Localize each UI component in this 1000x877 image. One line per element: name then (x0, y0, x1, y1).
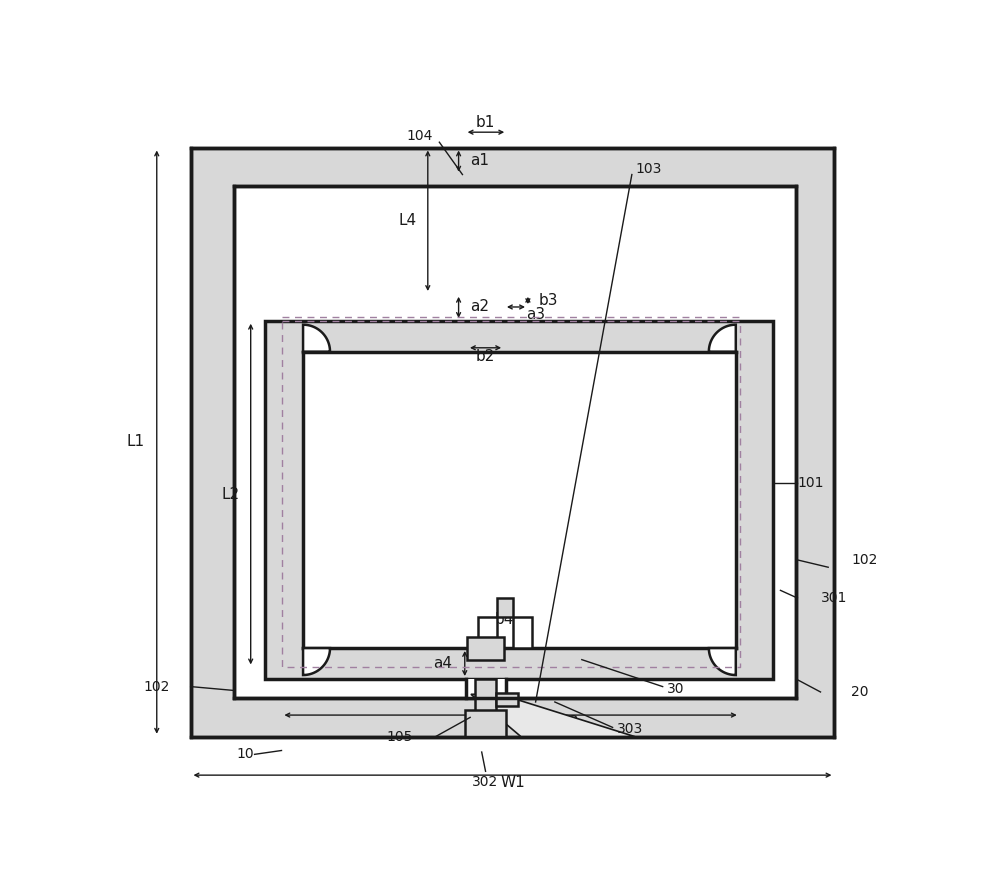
Polygon shape (709, 324, 736, 352)
Text: b2: b2 (476, 349, 495, 364)
Text: b4: b4 (495, 612, 514, 627)
Text: a3: a3 (526, 307, 545, 322)
Polygon shape (471, 695, 635, 737)
Text: W2: W2 (554, 716, 579, 731)
Polygon shape (496, 693, 518, 706)
Text: 102: 102 (143, 680, 170, 694)
Bar (191, 147, 834, 737)
Text: b1: b1 (476, 115, 495, 130)
Polygon shape (303, 324, 330, 352)
Bar (475, 679, 496, 733)
Polygon shape (709, 648, 736, 675)
Polygon shape (467, 637, 504, 660)
Text: L2: L2 (221, 487, 239, 502)
Text: W1: W1 (500, 775, 525, 790)
Polygon shape (512, 617, 532, 648)
Text: a2: a2 (470, 299, 489, 315)
Text: a4: a4 (433, 656, 452, 671)
Text: 301: 301 (820, 591, 847, 605)
Text: 105: 105 (386, 730, 412, 744)
Text: 303: 303 (616, 722, 643, 736)
Bar (303, 352, 736, 648)
Text: 10: 10 (237, 747, 255, 761)
Bar (465, 709, 506, 737)
Text: 302: 302 (472, 775, 499, 789)
Text: 102: 102 (851, 553, 878, 567)
Text: b3: b3 (539, 293, 558, 308)
Text: a1: a1 (470, 153, 489, 168)
Text: 104: 104 (407, 129, 433, 143)
Bar (466, 679, 506, 698)
Polygon shape (497, 598, 512, 617)
Text: 30: 30 (666, 682, 684, 696)
Text: L4: L4 (398, 213, 416, 228)
Bar (265, 321, 773, 679)
Text: 103: 103 (636, 162, 662, 176)
Text: 101: 101 (797, 475, 824, 489)
Text: 20: 20 (851, 685, 869, 699)
Polygon shape (478, 617, 497, 648)
Text: L1: L1 (126, 434, 144, 449)
Bar (234, 186, 796, 698)
Polygon shape (303, 648, 330, 675)
